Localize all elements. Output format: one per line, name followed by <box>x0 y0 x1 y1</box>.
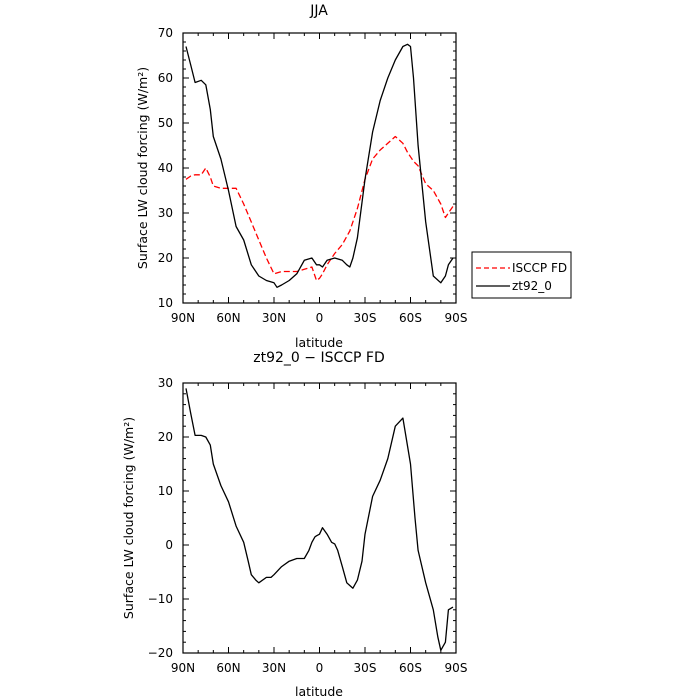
bottom-plot-area: −20 −10 0 10 20 30 90N 60N 30N 0 30S 60S 90S <box>148 376 468 675</box>
top-series-zt92-0-line <box>185 43 454 288</box>
bottom-series-difference-line <box>185 388 454 651</box>
legend-label-zt92: zt92_0 <box>512 279 552 293</box>
top-chart-title: JJA <box>309 3 328 19</box>
top-xtick-label: 90N <box>171 311 195 325</box>
top-frame <box>182 32 457 304</box>
top-xtick-label: 90S <box>445 311 468 325</box>
top-xtick-label: 60N <box>216 311 240 325</box>
top-ytick-label: 40 <box>158 161 173 175</box>
bottom-xtick-label: 60S <box>399 661 422 675</box>
bottom-ytick-label: −20 <box>148 646 173 660</box>
bottom-ylabel: Surface LW cloud forcing (W/m²) <box>121 417 136 619</box>
bottom-ytick-label: 20 <box>158 430 173 444</box>
bottom-ytick-label: 10 <box>158 484 173 498</box>
top-ytick-label: 30 <box>158 206 173 220</box>
top-xtick-label: 0 <box>316 311 324 325</box>
top-panel: JJA 10 20 30 40 50 60 70 90N 60N 30N 0 30S 60S 90S Su… <box>135 3 467 350</box>
bottom-xtick-label: 60N <box>216 661 240 675</box>
legend: ISCCP FD zt92_0 <box>471 251 572 299</box>
top-ytick-label: 10 <box>158 296 173 310</box>
top-xtick-label: 30N <box>262 311 286 325</box>
top-xlabel: latitude <box>295 335 343 350</box>
bottom-ytick-label: −10 <box>148 592 173 606</box>
bottom-xtick-label: 30S <box>354 661 377 675</box>
bottom-ytick-label: 30 <box>158 376 173 390</box>
bottom-xtick-label: 30N <box>262 661 286 675</box>
bottom-ytick-label: 0 <box>165 538 173 552</box>
top-ytick-label: 70 <box>158 26 173 40</box>
top-ytick-label: 60 <box>158 71 173 85</box>
top-ytick-label: 20 <box>158 251 173 265</box>
legend-label-isccp: ISCCP FD <box>512 261 567 275</box>
top-series-isccp-fd-line <box>185 135 454 282</box>
bottom-xtick-label: 0 <box>316 661 324 675</box>
bottom-panel: zt92_0 − ISCCP FD −20 −10 0 10 20 30 90N 60N 30N… <box>121 350 467 699</box>
top-plot-area: 10 20 30 40 50 60 70 90N 60N 30N 0 30S 60S 90S <box>158 26 468 325</box>
top-xtick-label: 30S <box>354 311 377 325</box>
legend-box <box>471 251 572 299</box>
bottom-xtick-label: 90S <box>445 661 468 675</box>
bottom-xtick-label: 90N <box>171 661 195 675</box>
bottom-xlabel: latitude <box>295 684 343 699</box>
top-xtick-label: 60S <box>399 311 422 325</box>
top-ylabel: Surface LW cloud forcing (W/m²) <box>135 67 150 269</box>
bottom-chart-title: zt92_0 − ISCCP FD <box>253 350 384 366</box>
top-ytick-label: 50 <box>158 116 173 130</box>
